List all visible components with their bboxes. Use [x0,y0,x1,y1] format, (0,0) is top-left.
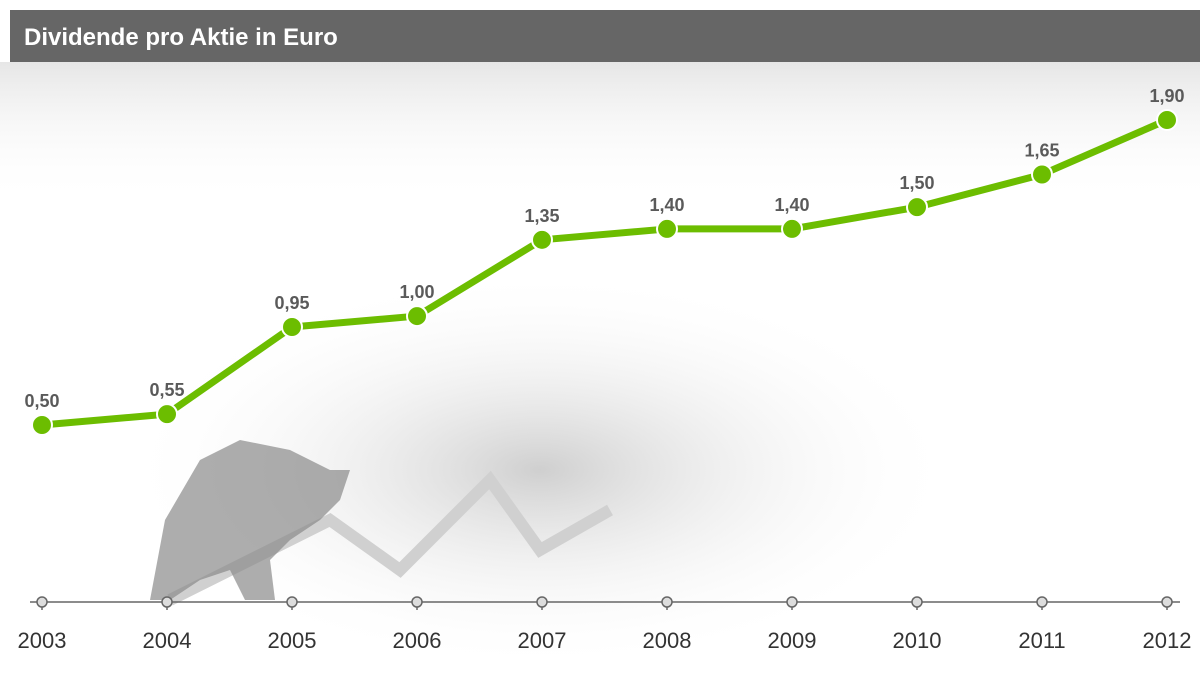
x-tick-dot [36,596,48,608]
data-point [906,196,928,219]
x-tick-dot [1036,596,1048,608]
data-line [41,116,1169,429]
x-tick-label: 2011 [1018,628,1065,653]
x-tick-dot [286,596,298,608]
x-tick-label: 2003 [18,628,67,653]
x-tick-dot [1161,596,1173,608]
x-tick-label: 2005 [268,628,317,653]
x-tick-label: 2008 [643,628,692,653]
chart-title: Dividende pro Aktie in Euro [24,24,338,51]
x-tick-dot [161,596,173,608]
background-shade [0,62,1200,202]
decor-bull [150,440,350,600]
x-tick-label: 2004 [143,628,192,653]
value-label: 1,40 [649,195,684,215]
data-point [1156,109,1178,131]
data-point [656,217,678,240]
value-label: 1,50 [899,173,934,193]
data-point [406,305,428,328]
value-label: 0,50 [24,391,59,411]
x-tick-dot [911,596,923,608]
x-tick-label: 2010 [893,628,942,653]
data-point [156,403,178,426]
x-tick-label: 2006 [393,628,442,653]
data-point [31,414,53,436]
value-label: 1,90 [1149,86,1184,106]
value-label: 0,95 [274,293,309,313]
x-tick-dot [786,596,798,608]
value-label: 1,65 [1024,140,1059,160]
x-tick-label: 2007 [518,628,567,653]
x-tick-label: 2009 [768,628,817,653]
x-tick-label: 2012 [1143,628,1192,653]
value-label: 0,55 [149,380,184,400]
data-point [781,217,803,240]
x-tick-dot [661,596,673,608]
value-label: 1,40 [774,195,809,215]
value-label: 1,35 [524,206,559,226]
data-point [281,315,303,338]
decor-zigzag [167,470,613,606]
x-tick-dot [411,596,423,608]
data-point [1031,163,1053,186]
header-bar [10,10,1200,62]
x-tick-dot [536,596,548,608]
data-point [531,228,553,251]
background-glow [120,270,960,670]
value-label: 1,00 [399,282,434,302]
